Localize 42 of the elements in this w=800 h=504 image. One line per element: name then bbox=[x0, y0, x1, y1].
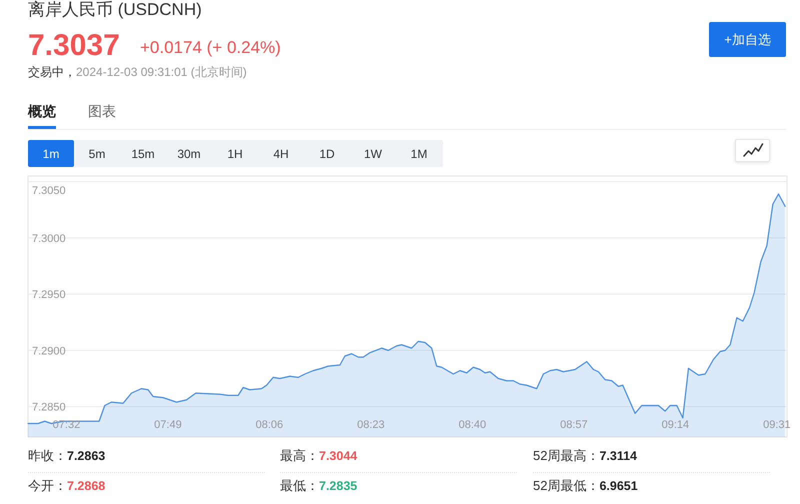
y-tick-label: 7.2900 bbox=[32, 345, 66, 358]
text: 图表 bbox=[88, 102, 116, 120]
text: 1H bbox=[212, 140, 258, 167]
y-tick-label: 7.2950 bbox=[32, 289, 66, 302]
x-tick-label: 08:06 bbox=[256, 419, 284, 431]
text: 1W bbox=[350, 140, 396, 167]
text: +0.0174 (+ 0.24%) bbox=[140, 38, 281, 58]
text: 最高： bbox=[280, 448, 319, 463]
text: 昨收： bbox=[28, 448, 67, 463]
text: 今开： bbox=[28, 478, 67, 493]
text: +加自选 bbox=[709, 22, 786, 57]
x-tick-label: 07:49 bbox=[154, 419, 182, 431]
text: 7.3114 bbox=[599, 449, 638, 463]
title: 离岸人民币 (USDCNH) bbox=[28, 0, 202, 20]
text: 1M bbox=[396, 140, 442, 167]
text: 6.9651 bbox=[599, 479, 638, 493]
x-tick-label: 09:31 bbox=[763, 419, 791, 431]
text: 15m bbox=[120, 140, 166, 167]
text: 最低： bbox=[280, 478, 319, 493]
text: 4H bbox=[258, 140, 304, 167]
x-tick-label: 08:57 bbox=[560, 419, 588, 431]
x-tick-label: 09:14 bbox=[662, 419, 690, 431]
text: 2024-12-03 09:31:01 (北京时间) bbox=[76, 65, 247, 79]
text: 5m bbox=[74, 140, 120, 167]
text: 7.2835 bbox=[319, 479, 358, 493]
x-tick-label: 07:32 bbox=[52, 419, 80, 431]
y-tick-label: 7.2850 bbox=[32, 402, 66, 414]
x-tick-label: 08:23 bbox=[357, 419, 385, 431]
text: 1D bbox=[304, 140, 350, 167]
text: 30m bbox=[166, 140, 212, 167]
y-tick-label: 7.3050 bbox=[32, 185, 66, 197]
text: 交易中， bbox=[28, 65, 76, 79]
y-tick-label: 7.3000 bbox=[32, 232, 66, 245]
text: 7.2868 bbox=[67, 479, 106, 493]
text: 7.2863 bbox=[67, 449, 106, 463]
text: 52周最低： bbox=[533, 478, 600, 493]
text: 7.3044 bbox=[319, 449, 358, 463]
x-tick-label: 08:40 bbox=[458, 419, 486, 431]
text: 52周最高： bbox=[533, 448, 600, 463]
text: 1m bbox=[28, 140, 74, 167]
text: 概览 bbox=[28, 102, 56, 120]
text: 7.3037 bbox=[28, 29, 120, 63]
